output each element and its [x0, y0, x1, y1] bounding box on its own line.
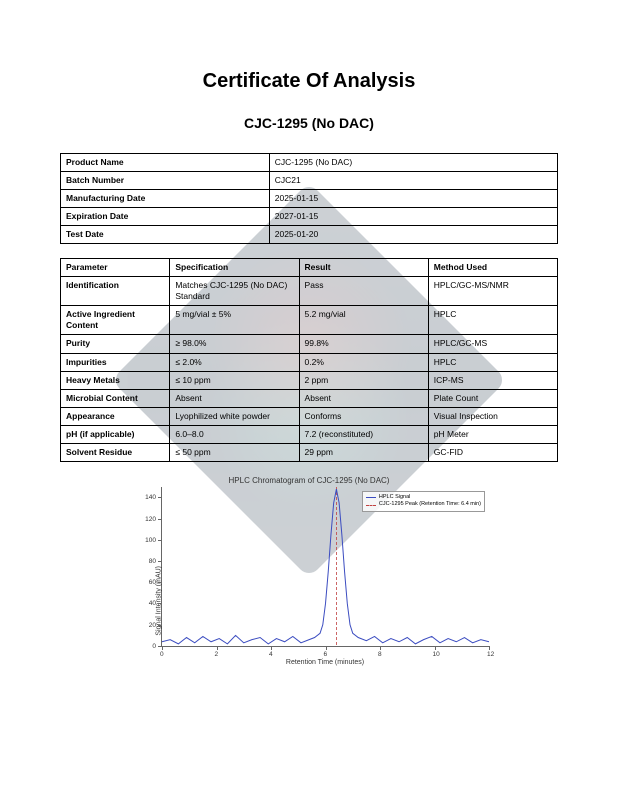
spec-row: Solvent Residue≤ 50 ppm29 ppmGC-FID	[61, 443, 558, 461]
spec-cell: Matches CJC-1295 (No DAC) Standard	[170, 277, 299, 306]
spec-cell: Absent	[170, 389, 299, 407]
spec-cell: 7.2 (reconstituted)	[299, 425, 428, 443]
spec-row: Microbial ContentAbsentAbsentPlate Count	[61, 389, 558, 407]
info-label: Test Date	[61, 226, 270, 244]
info-row: Product NameCJC-1295 (No DAC)	[61, 154, 558, 172]
specification-table: ParameterSpecificationResultMethod Used …	[60, 258, 558, 462]
spec-row: pH (if applicable)6.0–8.07.2 (reconstitu…	[61, 425, 558, 443]
ytick: 40	[158, 603, 162, 604]
legend-item: CJC-1295 Peak (Retention Time: 6.4 min)	[366, 501, 481, 509]
chart-title: HPLC Chromatogram of CJC-1295 (No DAC)	[129, 476, 489, 485]
spec-row: Purity≥ 98.0%99.8%HPLC/GC-MS	[61, 335, 558, 353]
spec-cell: GC-FID	[428, 443, 557, 461]
spec-cell: Microbial Content	[61, 389, 170, 407]
spec-cell: Identification	[61, 277, 170, 306]
info-value: 2025-01-15	[269, 190, 557, 208]
info-row: Batch NumberCJC21	[61, 172, 558, 190]
spec-row: IdentificationMatches CJC-1295 (No DAC) …	[61, 277, 558, 306]
info-label: Product Name	[61, 154, 270, 172]
xtick: 8	[380, 646, 381, 650]
spec-cell: Lyophilized white powder	[170, 407, 299, 425]
spec-header: Method Used	[428, 259, 557, 277]
info-row: Manufacturing Date2025-01-15	[61, 190, 558, 208]
spec-row: Active Ingredient Content5 mg/vial ± 5%5…	[61, 306, 558, 335]
spec-header: Specification	[170, 259, 299, 277]
spec-row: Heavy Metals≤ 10 ppm2 ppmICP-MS	[61, 371, 558, 389]
spec-cell: Purity	[61, 335, 170, 353]
spec-cell: Absent	[299, 389, 428, 407]
spec-cell: ≤ 2.0%	[170, 353, 299, 371]
spec-cell: 29 ppm	[299, 443, 428, 461]
document-body: Certificate Of Analysis CJC-1295 (No DAC…	[0, 0, 618, 686]
spec-cell: 2 ppm	[299, 371, 428, 389]
spec-cell: Solvent Residue	[61, 443, 170, 461]
info-row: Expiration Date2027-01-15	[61, 208, 558, 226]
spec-cell: HPLC	[428, 306, 557, 335]
spec-cell: ≥ 98.0%	[170, 335, 299, 353]
spec-header: Parameter	[61, 259, 170, 277]
spec-cell: Impurities	[61, 353, 170, 371]
ytick: 80	[158, 561, 162, 562]
spec-cell: ≤ 10 ppm	[170, 371, 299, 389]
ytick: 140	[158, 497, 162, 498]
spec-cell: 99.8%	[299, 335, 428, 353]
spec-cell: HPLC	[428, 353, 557, 371]
spec-cell: 0.2%	[299, 353, 428, 371]
legend-item: HPLC Signal	[366, 494, 481, 502]
xtick: 12	[489, 646, 490, 650]
ytick: 100	[158, 540, 162, 541]
chart-plot-area: Signal Intensity (mAU) HPLC SignalCJC-12…	[161, 487, 489, 647]
spec-cell: Plate Count	[428, 389, 557, 407]
spec-cell: Active Ingredient Content	[61, 306, 170, 335]
hplc-chart: HPLC Chromatogram of CJC-1295 (No DAC) S…	[129, 476, 489, 666]
document-subtitle: CJC-1295 (No DAC)	[60, 115, 558, 131]
spec-cell: ≤ 50 ppm	[170, 443, 299, 461]
spec-cell: pH (if applicable)	[61, 425, 170, 443]
document-title: Certificate Of Analysis	[60, 70, 558, 93]
info-label: Batch Number	[61, 172, 270, 190]
chart-legend: HPLC SignalCJC-1295 Peak (Retention Time…	[362, 491, 485, 512]
info-value: 2025-01-20	[269, 226, 557, 244]
spec-cell: 5.2 mg/vial	[299, 306, 428, 335]
product-info-table: Product NameCJC-1295 (No DAC)Batch Numbe…	[60, 153, 558, 244]
xtick: 10	[435, 646, 436, 650]
spec-cell: ICP-MS	[428, 371, 557, 389]
xtick: 4	[271, 646, 272, 650]
info-value: CJC21	[269, 172, 557, 190]
info-value: CJC-1295 (No DAC)	[269, 154, 557, 172]
spec-cell: Pass	[299, 277, 428, 306]
spec-cell: 5 mg/vial ± 5%	[170, 306, 299, 335]
info-label: Manufacturing Date	[61, 190, 270, 208]
xtick: 6	[326, 646, 327, 650]
xtick: 2	[217, 646, 218, 650]
spec-cell: Conforms	[299, 407, 428, 425]
ytick: 120	[158, 519, 162, 520]
ytick: 60	[158, 582, 162, 583]
spec-header: Result	[299, 259, 428, 277]
spec-cell: pH Meter	[428, 425, 557, 443]
info-label: Expiration Date	[61, 208, 270, 226]
chart-xlabel: Retention Time (minutes)	[161, 659, 489, 666]
spec-cell: 6.0–8.0	[170, 425, 299, 443]
info-value: 2027-01-15	[269, 208, 557, 226]
xtick: 0	[162, 646, 163, 650]
spec-cell: Heavy Metals	[61, 371, 170, 389]
ytick: 20	[158, 625, 162, 626]
spec-cell: Appearance	[61, 407, 170, 425]
spec-cell: Visual Inspection	[428, 407, 557, 425]
spec-row: AppearanceLyophilized white powderConfor…	[61, 407, 558, 425]
spec-cell: HPLC/GC-MS/NMR	[428, 277, 557, 306]
info-row: Test Date2025-01-20	[61, 226, 558, 244]
spec-row: Impurities≤ 2.0%0.2%HPLC	[61, 353, 558, 371]
spec-cell: HPLC/GC-MS	[428, 335, 557, 353]
